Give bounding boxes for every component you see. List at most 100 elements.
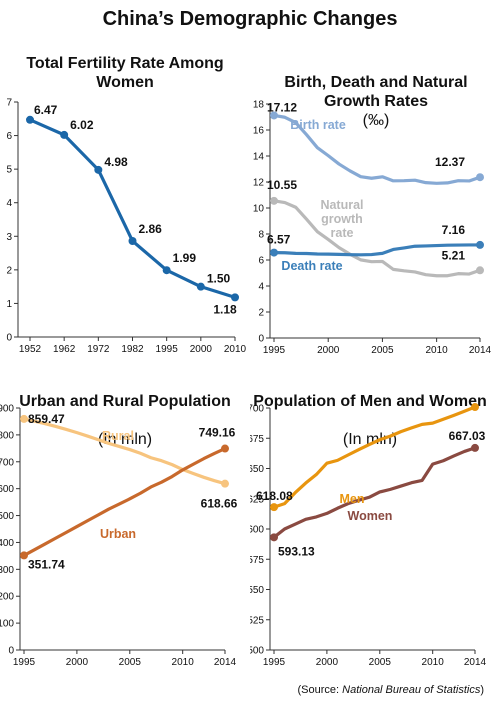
y-tick-label: 550 [250,585,264,596]
x-tick-label: 2000 [66,657,89,668]
rural-start-point [20,414,28,423]
birth-rate-end-point [476,173,484,182]
x-tick-label: 2014 [464,657,487,668]
chart-title-men-women-text: Population of Men and Women [253,393,487,410]
chart-title-urban-rural-text: Urban and Rural Population [19,393,231,410]
y-tick-label: 14 [253,152,265,163]
birth-rate-series-label: Birth rate [290,118,346,132]
rural-series-label: Rural [102,429,134,443]
y-tick-label: 2 [6,265,12,276]
death-rate-end-label: 7.16 [442,223,466,237]
y-tick-label: 1 [6,299,12,310]
y-tick-label: 600 [0,484,14,495]
urban-end-label: 749.16 [199,426,236,440]
death-rate-series-label-line: Death rate [281,259,342,273]
y-tick-label: 4 [6,198,12,209]
data-label: 4.98 [104,155,128,169]
women-end-point [471,443,479,452]
natural-growth-rate-end-point [476,266,484,275]
x-tick-label: 1995 [13,657,36,668]
natural-growth-rate-start-label: 10.55 [267,178,297,192]
data-point [128,236,137,245]
y-tick-label: 8 [258,230,264,241]
rural-end-point [221,479,229,488]
natural-growth-rate-series-label-line: growth [321,212,363,226]
source-name: National Bureau of Statistics [342,684,481,696]
x-tick-label: 1972 [87,344,110,355]
women-line [272,446,477,539]
natural-growth-rate-end-label: 5.21 [442,248,466,262]
natural-growth-rate-series-label: Natural growth rate [320,198,363,240]
y-tick-label: 625 [250,494,264,505]
y-tick-label: 2 [258,308,264,319]
y-tick-label: 0 [258,334,264,345]
death-rate-series-label: Death rate [281,259,342,273]
y-tick-label: 10 [253,204,265,215]
chart-title-rates-text: Birth, Death and Natural Growth Rates [284,74,468,110]
y-tick-label: 4 [258,282,264,293]
women-end-label: 667.03 [449,429,486,443]
chart-title-urban-rural: Urban and Rural Population (In mln) [6,373,244,468]
birth-rate-start-point [270,111,278,120]
y-tick-label: 6 [258,256,264,267]
y-tick-label: 575 [250,555,264,566]
women-series-label: Women [348,509,393,523]
x-tick-label: 2014 [214,657,237,668]
birth-death-rates-chart: 0 2 4 6 8 10 12 14 16 18 1995 2000 2005 2010 2014 17.12… [253,100,492,357]
y-tick-label: 400 [0,538,14,549]
rural-start-label: 859.47 [28,412,65,426]
x-tick-label: 2014 [469,345,492,356]
y-tick-label: 500 [250,646,264,657]
fertility-rate-chart: 0 1 2 3 4 5 6 7 1952 1962 1972 1982 1995 2000 2010 6.47… [6,98,247,356]
urban-start-point [20,551,28,560]
x-tick-label: 1962 [53,344,76,355]
y-tick-label: 18 [253,100,265,111]
y-tick-label: 900 [0,404,14,415]
x-tick-label: 2010 [426,345,449,356]
x-tick-label: 2010 [224,344,247,355]
men-start-label: 618.08 [256,489,293,503]
x-tick-label: 2005 [119,657,142,668]
natural-growth-rate-series-label-line: Natural [320,198,363,212]
rural-line [22,417,227,486]
series-line [28,118,237,299]
x-tick-label: 1995 [263,345,286,356]
death-rate-start-point [270,248,278,257]
men-line [272,405,477,509]
y-tick-label: 16 [253,126,265,137]
urban-end-point [221,444,229,453]
y-tick-label: 3 [6,232,12,243]
x-tick-label: 2010 [422,657,445,668]
x-tick-label: 1952 [19,344,42,355]
natural-growth-rate-line [272,199,482,278]
y-tick-label: 0 [6,333,12,344]
x-tick-label: 1995 [263,657,286,668]
data-label: 1.18 [213,302,237,316]
urban-rural-population-chart: 0 100 200 300 400 500 600 700 800 900 1995 2000 2005… [0,404,238,669]
death-rate-start-label: 6.57 [267,233,291,247]
death-rate-line [272,243,482,257]
y-tick-label: 700 [0,457,14,468]
y-tick-label: 6 [6,131,12,142]
x-tick-label: 1995 [156,344,179,355]
source-note: (Source: National Bureau of Statistics) [298,684,485,696]
chart-title-fertility: Total Fertility Rate Among Women [26,55,224,91]
rural-series-label-line: Rural [102,429,134,443]
rural-end-label: 618.66 [201,497,238,511]
data-label: 6.47 [34,103,58,117]
men-start-point [270,503,278,512]
x-tick-label: 2005 [371,345,394,356]
data-point [26,115,34,124]
men-series-label: Men [340,492,365,506]
men-series-label-line: Men [340,492,365,506]
x-tick-label: 2000 [316,657,339,668]
natural-growth-rate-start-point [270,196,278,205]
data-label: 6.02 [70,118,94,132]
x-tick-label: 2005 [369,657,392,668]
birth-rate-start-label: 17.12 [267,100,297,114]
data-point [162,266,171,275]
y-tick-label: 7 [6,98,12,109]
data-point [94,165,103,174]
y-tick-label: 0 [8,646,14,657]
y-tick-label: 675 [250,434,264,445]
